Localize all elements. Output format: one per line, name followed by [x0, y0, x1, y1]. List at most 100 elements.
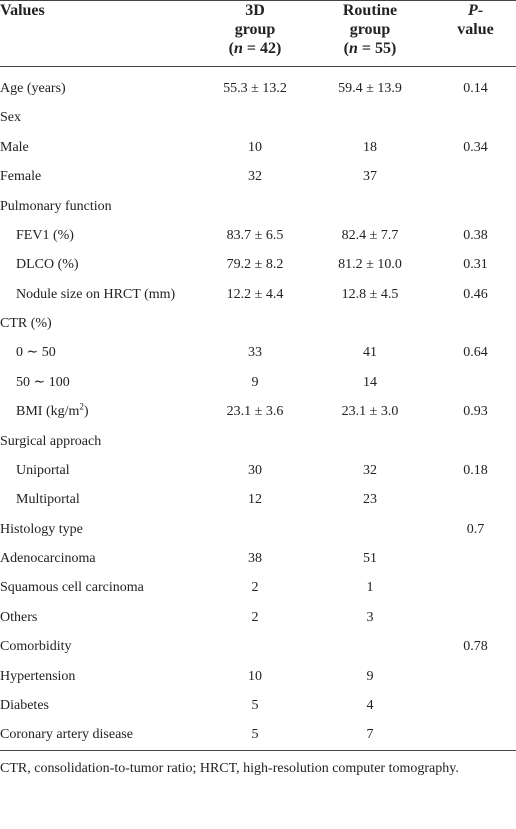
table-row: Sex: [0, 104, 516, 133]
table-body: Age (years) 55.3 ± 13.2 59.4 ± 13.9 0.14 Sex…: [0, 67, 516, 751]
row-value: [305, 192, 435, 221]
row-value: [205, 632, 305, 661]
table-row: Squamous cell carcinoma 2 1: [0, 574, 516, 603]
row-value: 0.34: [463, 139, 488, 155]
row-value: 79.2 ± 8.2: [226, 257, 284, 273]
row-value: 0.14: [463, 81, 488, 96]
header-line: group: [205, 20, 305, 39]
table-row: Comorbidity 0.78: [0, 632, 516, 661]
row-value: 0.93: [463, 404, 488, 420]
row-value: 0.18: [463, 462, 488, 478]
header-line: Values: [0, 1, 205, 20]
row-value: [305, 515, 435, 544]
row-value: 0.7: [466, 521, 485, 537]
row-value: [205, 515, 305, 544]
row-value: 41: [363, 345, 377, 361]
header-cell: P-value: [435, 0, 516, 67]
row-value: 82.4 ± 7.7: [341, 227, 399, 243]
row-label: Coronary artery disease: [0, 727, 133, 743]
row-value: 10: [248, 668, 262, 684]
row-value: [435, 309, 516, 338]
row-value: 37: [363, 169, 377, 185]
text-segment: Routine: [342, 2, 398, 19]
row-value: 23: [363, 492, 377, 508]
row-value: [435, 721, 516, 751]
row-value: 0.38: [463, 227, 488, 243]
data-table: Values 3D group (n = 42) Routine group (n = 55…: [0, 0, 516, 751]
row-value: [305, 427, 435, 456]
row-value: 83.7 ± 6.5: [226, 227, 284, 243]
text-segment: (: [343, 40, 349, 57]
row-value: 10: [248, 139, 262, 155]
row-value: 5: [251, 697, 259, 713]
row-value: [435, 104, 516, 133]
row-value: 0.64: [463, 345, 488, 361]
row-value: 5: [251, 727, 259, 743]
text-segment: -: [477, 2, 484, 19]
row-value: 38: [248, 551, 262, 566]
row-label: Histology type: [0, 521, 83, 537]
row-label: Squamous cell carcinoma: [0, 580, 144, 596]
row-value: [305, 104, 435, 133]
row-value: 23.1 ± 3.6: [226, 404, 284, 420]
table-row: Female 32 37: [0, 162, 516, 191]
header-line: P-: [435, 1, 516, 20]
table-row: 50 ∼ 100 9 14: [0, 368, 516, 397]
table-row: Nodule size on HRCT (mm) 12.2 ± 4.4 12.8 ±…: [0, 280, 516, 309]
row-value: [435, 192, 516, 221]
row-value: [205, 104, 305, 133]
row-label: DLCO (%): [16, 257, 79, 273]
table-row: Age (years) 55.3 ± 13.2 59.4 ± 13.9 0.14: [0, 67, 516, 104]
row-label: Surgical approach: [0, 433, 102, 449]
row-value: 23.1 ± 3.0: [341, 404, 399, 420]
table-row: BMI (kg/m2) 23.1 ± 3.6 23.1 ± 3.0 0.93: [0, 397, 516, 426]
row-value: 9: [251, 374, 259, 390]
text-segment: BMI (kg/m: [16, 404, 80, 420]
header-row: Values 3D group (n = 42) Routine group (n = 55…: [0, 0, 516, 67]
row-value: 55.3 ± 13.2: [223, 81, 287, 96]
row-value: [435, 691, 516, 720]
text-segment: 3D: [245, 2, 265, 19]
footnote: CTR, consolidation-to-tumor ratio; HRCT,…: [0, 760, 459, 776]
header-line: group: [305, 20, 435, 39]
row-label: 50 ∼ 100: [16, 374, 70, 390]
row-value: 30: [248, 462, 262, 478]
row-value: 4: [366, 697, 374, 713]
row-value: 32: [363, 462, 377, 478]
row-value: 2: [251, 609, 259, 625]
text-segment: ): [83, 404, 89, 420]
text-segment: P: [467, 2, 478, 19]
row-label: FEV1 (%): [16, 227, 74, 243]
row-value: [305, 309, 435, 338]
text-segment: value: [457, 21, 494, 38]
text-segment: n: [348, 40, 358, 57]
row-value: [435, 662, 516, 691]
row-value: [305, 632, 435, 661]
row-label: Multiportal: [16, 492, 80, 508]
row-label: 0 ∼ 50: [16, 345, 56, 361]
row-label: Female: [0, 169, 42, 185]
row-label: Comorbidity: [0, 639, 72, 655]
row-label: Nodule size on HRCT (mm): [16, 286, 176, 302]
header-line: Routine: [305, 1, 435, 20]
row-label: Pulmonary function: [0, 198, 112, 214]
table-row: Hypertension 10 9: [0, 662, 516, 691]
row-value: 18: [363, 139, 377, 155]
row-label: Hypertension: [0, 668, 76, 684]
table-row: Coronary artery disease 5 7: [0, 721, 516, 751]
row-value: [205, 309, 305, 338]
table-row: Multiportal 12 23: [0, 486, 516, 515]
row-value: [435, 574, 516, 603]
row-value: 7: [366, 727, 374, 743]
row-label: Age (years): [0, 81, 66, 96]
table-row: Diabetes 5 4: [0, 691, 516, 720]
row-label: CTR (%): [0, 316, 52, 331]
row-value: 59.4 ± 13.9: [338, 81, 402, 96]
header-cell: Values: [0, 0, 205, 67]
row-label: Sex: [0, 110, 21, 126]
table-row: Surgical approach: [0, 427, 516, 456]
header-line: (n = 42): [205, 39, 305, 58]
text-segment: Values: [0, 2, 45, 19]
row-value: 32: [248, 169, 262, 185]
row-value: 3: [366, 609, 374, 625]
